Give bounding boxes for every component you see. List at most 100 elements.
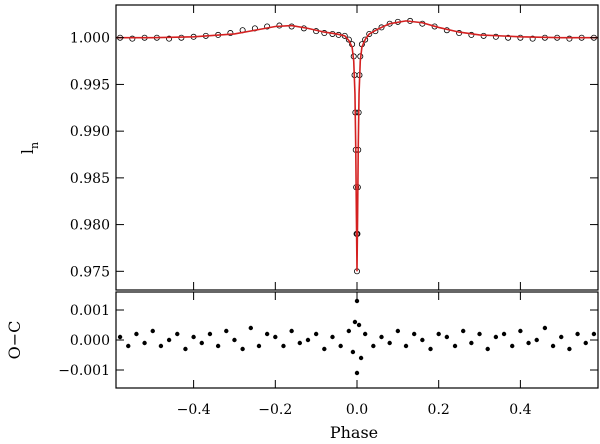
residual-point — [411, 331, 417, 337]
residual-point — [134, 331, 139, 337]
observed-point — [529, 35, 536, 42]
residual-point — [126, 343, 131, 349]
residual-point — [183, 346, 188, 352]
residual-y-tick-label: 0.000 — [70, 333, 110, 349]
y-tick-label: 0.985 — [70, 171, 110, 187]
residual-point — [493, 334, 499, 340]
residual-point — [477, 331, 482, 337]
residuals-data-layer — [117, 298, 597, 376]
residual-point — [575, 331, 580, 337]
observed-point — [227, 30, 234, 37]
residual-point — [510, 343, 515, 349]
residual-point — [289, 328, 294, 334]
residual-y-tick-label: −0.001 — [58, 363, 110, 379]
observed-point — [129, 35, 136, 42]
residual-point — [395, 328, 401, 334]
y-tick-label: 1.000 — [70, 31, 110, 47]
residual-point — [559, 334, 564, 340]
residual-point — [403, 343, 409, 349]
residual-point — [526, 340, 531, 346]
residual-point — [436, 331, 441, 337]
x-tick-label: 0.0 — [346, 402, 368, 418]
x-tick-label: −0.2 — [258, 402, 292, 418]
residual-point — [150, 328, 155, 334]
residuals-frame — [115, 291, 599, 389]
residual-point — [264, 331, 270, 337]
residual-point — [362, 331, 368, 337]
residual-point — [444, 334, 450, 340]
observed-point — [566, 35, 573, 42]
residual-point — [354, 298, 360, 304]
residual-point — [352, 319, 358, 325]
residual-point — [350, 349, 356, 355]
residual-point — [191, 334, 196, 340]
y-axis-title-main: l — [18, 149, 37, 154]
residual-point — [166, 337, 172, 343]
residual-point — [256, 343, 262, 349]
residual-point — [297, 340, 303, 346]
observed-point — [517, 34, 524, 41]
model-curve — [116, 20, 598, 272]
y-axis-title-subscript: n — [28, 142, 41, 149]
light-curve-axes: 0.975 0.980 0.985 0.990 0.995 1.000 — [70, 5, 598, 290]
residual-point — [305, 337, 311, 343]
residual-point — [358, 355, 364, 361]
residual-point — [142, 340, 147, 346]
residual-point — [199, 340, 204, 346]
residual-point — [379, 334, 384, 340]
observed-point — [505, 34, 512, 41]
residual-point — [518, 328, 523, 334]
residual-point — [583, 340, 588, 346]
residual-point — [356, 322, 362, 328]
residual-point — [281, 343, 286, 349]
residuals-axes: −0.001 0.000 0.001 −0.4 −0.2 0.0 0.2 0.4 — [58, 292, 598, 418]
observed-point — [378, 24, 385, 31]
y-tick-label: 0.995 — [70, 77, 110, 93]
y-axis-title-light-curve: ln — [18, 142, 41, 154]
residual-point — [371, 343, 376, 349]
residual-point — [550, 343, 556, 349]
residual-point — [273, 334, 278, 340]
light-curve-data-layer — [116, 17, 598, 275]
residual-point — [232, 337, 237, 343]
y-tick-label: 0.980 — [70, 218, 110, 234]
observed-point — [366, 30, 373, 37]
residual-point — [469, 340, 474, 346]
residual-point — [501, 331, 507, 337]
y-tick-label: 0.990 — [70, 124, 110, 140]
x-axis-title: Phase — [330, 423, 378, 442]
residual-point — [346, 328, 352, 334]
x-tick-label: 0.2 — [428, 402, 450, 418]
light-curve-frame — [115, 4, 599, 291]
residual-point — [158, 343, 164, 349]
residual-point — [117, 334, 123, 340]
residual-point — [387, 340, 392, 346]
residual-y-tick-label: 0.001 — [70, 303, 110, 319]
observed-point — [492, 33, 499, 40]
residual-point — [313, 331, 319, 337]
residual-point — [330, 334, 335, 340]
residual-point — [354, 370, 360, 376]
observed-point — [362, 36, 369, 43]
residual-point — [338, 343, 343, 349]
residual-point — [485, 346, 490, 352]
y-tick-label: 0.975 — [70, 264, 110, 280]
observed-point — [166, 35, 173, 42]
residual-point — [542, 325, 548, 331]
residual-point — [175, 331, 180, 337]
residual-point — [207, 331, 213, 337]
x-tick-label: −0.4 — [177, 402, 211, 418]
residual-point — [534, 337, 539, 343]
residual-point — [322, 346, 327, 352]
observed-point — [264, 23, 271, 30]
y-axis-title-residuals: O−C — [5, 321, 24, 360]
residual-point — [224, 328, 229, 334]
residual-point — [428, 346, 433, 352]
residual-point — [461, 328, 466, 334]
residual-point — [567, 346, 572, 352]
residual-point — [240, 346, 245, 352]
residuals-panel: −0.001 0.000 0.001 −0.4 −0.2 0.0 0.2 0.4 — [58, 291, 599, 418]
residual-point — [452, 343, 458, 349]
residual-point — [420, 337, 425, 343]
